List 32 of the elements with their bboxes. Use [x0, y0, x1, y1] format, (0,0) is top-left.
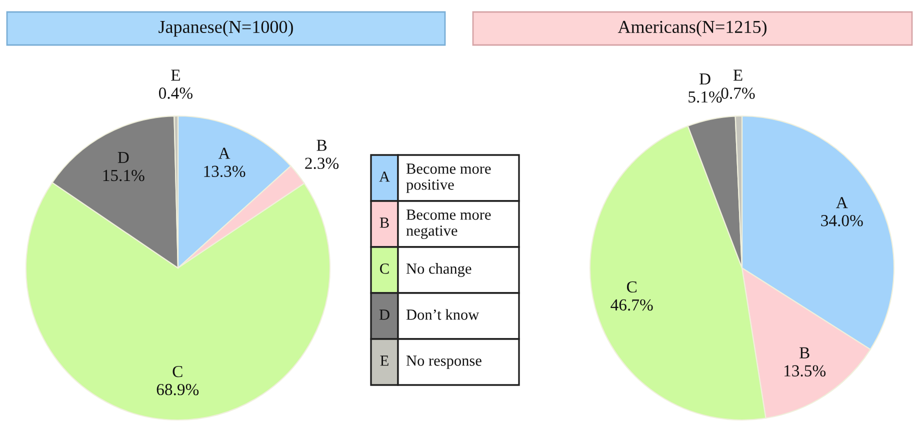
category-label: E: [380, 356, 388, 366]
data-label: 13.5%: [784, 365, 826, 377]
chart-title: Japanese(N=1000): [158, 20, 293, 37]
category-label: A: [379, 172, 390, 182]
category-label: C: [380, 264, 389, 274]
category-label: B: [380, 218, 389, 228]
data-label: 2.3%: [305, 158, 339, 169]
data-label: 46.7%: [610, 299, 653, 311]
text: No change: [406, 263, 472, 277]
data-label: 34.0%: [821, 215, 863, 226]
slice-label: C: [172, 366, 182, 378]
data-label: 5.1%: [688, 91, 722, 103]
category-label: D: [379, 310, 390, 320]
slice-label: C: [626, 281, 636, 293]
data-label: 0.7%: [721, 88, 755, 99]
data-label: 0.4%: [158, 88, 192, 99]
slice-label: B: [800, 347, 810, 358]
slice-label: A: [218, 148, 230, 159]
text: Become more positive: [406, 164, 491, 193]
slice-label: A: [836, 197, 848, 208]
slice-label: E: [171, 70, 180, 81]
text: Don’t know: [406, 309, 480, 320]
slice-label: D: [699, 73, 710, 84]
slice-label: D: [118, 152, 129, 163]
data-label: 15.1%: [103, 170, 144, 182]
text: Become more negative: [406, 210, 491, 239]
chart-title: Americans(N=1215): [618, 20, 766, 37]
text: No response: [406, 356, 482, 369]
data-label: 68.9%: [156, 384, 199, 396]
data-label: 13.3%: [204, 166, 246, 178]
slice-label: E: [733, 70, 742, 81]
slice-label: B: [316, 140, 327, 151]
